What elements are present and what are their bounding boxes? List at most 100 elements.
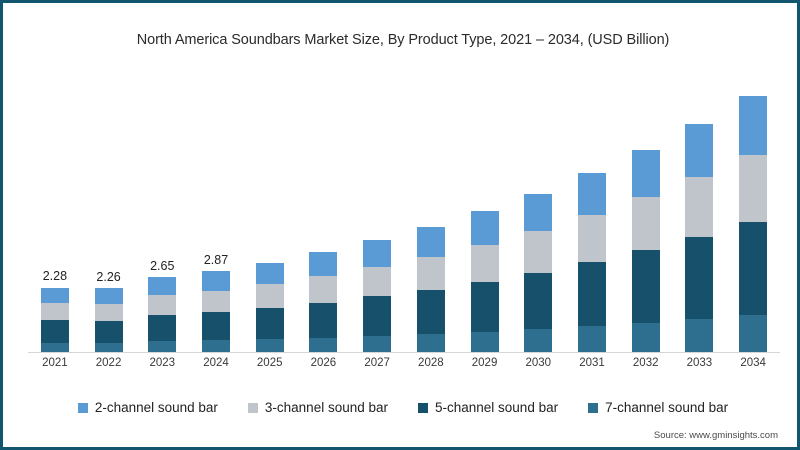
bar-segment[interactable]	[202, 271, 230, 291]
bar-segment[interactable]	[470, 244, 499, 282]
bar-segment[interactable]	[255, 284, 284, 308]
bar-column: 0	[350, 76, 404, 352]
bar-stack[interactable]	[309, 252, 338, 352]
bar-column: 0	[726, 76, 780, 352]
legend-swatch-icon	[418, 402, 428, 413]
legend-swatch-icon	[77, 402, 88, 413]
bar-column: 2.65	[135, 76, 189, 352]
bar-stack[interactable]	[631, 150, 660, 352]
bar-segment[interactable]	[40, 287, 69, 304]
bar-segment[interactable]	[631, 322, 660, 352]
bar-segment[interactable]	[40, 320, 69, 344]
bar-segment[interactable]	[524, 231, 553, 273]
bar-segment[interactable]	[578, 172, 606, 216]
x-axis-tick: 2026	[310, 357, 337, 369]
bar-segment[interactable]	[148, 277, 177, 296]
bar-segment[interactable]	[363, 267, 392, 297]
bar-segment[interactable]	[363, 296, 392, 337]
bar-segment[interactable]	[739, 95, 768, 156]
bar-segment[interactable]	[40, 303, 69, 321]
bar-column: 0	[619, 76, 673, 352]
legend-item[interactable]: 7-channel sound bar	[588, 400, 728, 415]
bar-segment[interactable]	[309, 302, 338, 338]
bar-segment[interactable]	[416, 226, 445, 257]
bar-column: 2.87	[189, 76, 243, 352]
bar-stack[interactable]	[363, 240, 392, 352]
bar-segment[interactable]	[40, 343, 69, 352]
bar-segment[interactable]	[202, 290, 230, 312]
legend-item[interactable]: 2-channel sound bar	[77, 400, 218, 415]
bar-segment[interactable]	[524, 193, 553, 232]
bar-segment[interactable]	[631, 197, 660, 251]
legend-label: 5-channel sound bar	[435, 400, 559, 415]
bar-segment[interactable]	[309, 252, 338, 277]
bar-segment[interactable]	[309, 337, 338, 352]
bar-segment[interactable]	[685, 237, 714, 319]
bar-segment[interactable]	[363, 336, 392, 352]
bar-stack[interactable]	[739, 95, 768, 352]
bar-segment[interactable]	[739, 155, 768, 223]
bar-segment[interactable]	[148, 295, 177, 315]
bar-segment[interactable]	[631, 250, 660, 323]
bar-stack[interactable]	[148, 277, 177, 352]
bar-stack[interactable]	[40, 287, 69, 352]
bar-segment[interactable]	[578, 262, 606, 327]
bar-segment[interactable]	[255, 262, 284, 285]
bar-segment[interactable]	[470, 331, 499, 352]
bar-segment[interactable]	[148, 314, 177, 341]
bar-column: 0	[565, 76, 619, 352]
bar-segment[interactable]	[470, 281, 499, 332]
legend-item[interactable]: 3-channel sound bar	[247, 400, 388, 415]
bar-column: 0	[296, 76, 350, 352]
bar-segment[interactable]	[685, 124, 714, 178]
bar-stack[interactable]	[416, 226, 445, 352]
legend-swatch-icon	[247, 402, 258, 413]
x-axis-tick-labels: 2021 2022 2023 2024 2025 2026 2027 2028 2029 2030…	[28, 357, 780, 377]
bar-segment[interactable]	[524, 329, 553, 352]
bar-segment[interactable]	[739, 314, 768, 352]
bar-segment[interactable]	[470, 211, 499, 245]
x-axis-tick: 2033	[686, 357, 713, 369]
bar-segment[interactable]	[94, 320, 123, 344]
bar-segment[interactable]	[363, 240, 392, 268]
bar-segment[interactable]	[148, 341, 177, 352]
bar-value-label: 2.26	[96, 269, 121, 284]
bar-segment[interactable]	[416, 256, 445, 290]
legend-item[interactable]: 5-channel sound bar	[418, 400, 558, 415]
bar-segment[interactable]	[739, 222, 768, 315]
bar-stack[interactable]	[685, 124, 714, 352]
bar-column: 2.28	[28, 76, 82, 352]
bar-value-label: 2.65	[150, 258, 175, 273]
bar-segment[interactable]	[202, 311, 230, 341]
bar-column: 0	[511, 76, 565, 352]
bar-segment[interactable]	[524, 272, 553, 330]
bar-segment[interactable]	[685, 319, 714, 352]
bar-stack[interactable]	[578, 172, 606, 352]
bar-segment[interactable]	[416, 334, 445, 352]
legend-swatch-icon	[588, 402, 599, 413]
chart-legend: 2-channel sound bar 3-channel sound bar 5-…	[6, 400, 800, 415]
x-axis-tick: 2028	[418, 357, 444, 369]
bar-segment[interactable]	[416, 289, 445, 335]
bar-stack[interactable]	[94, 288, 123, 352]
bar-segment[interactable]	[309, 276, 338, 303]
bar-segment[interactable]	[94, 288, 123, 305]
bar-segment[interactable]	[685, 177, 714, 238]
bar-segment[interactable]	[202, 340, 230, 352]
bar-stack[interactable]	[470, 211, 499, 352]
bar-segment[interactable]	[631, 150, 660, 198]
x-axis-tick: 2034	[740, 357, 766, 369]
bar-segment[interactable]	[578, 326, 606, 352]
bar-stack[interactable]	[255, 262, 284, 352]
bar-segment[interactable]	[94, 343, 123, 352]
bar-segment[interactable]	[578, 215, 606, 263]
chart-inner: North America Soundbars Market Size, By …	[6, 6, 794, 444]
bar-segment[interactable]	[94, 304, 123, 321]
bar-stack[interactable]	[202, 271, 230, 352]
x-axis-tick: 2031	[579, 357, 605, 369]
bar-segment[interactable]	[255, 339, 284, 352]
x-axis-tick: 2027	[364, 357, 390, 369]
bar-segment[interactable]	[255, 307, 284, 340]
bar-stack[interactable]	[524, 193, 553, 352]
